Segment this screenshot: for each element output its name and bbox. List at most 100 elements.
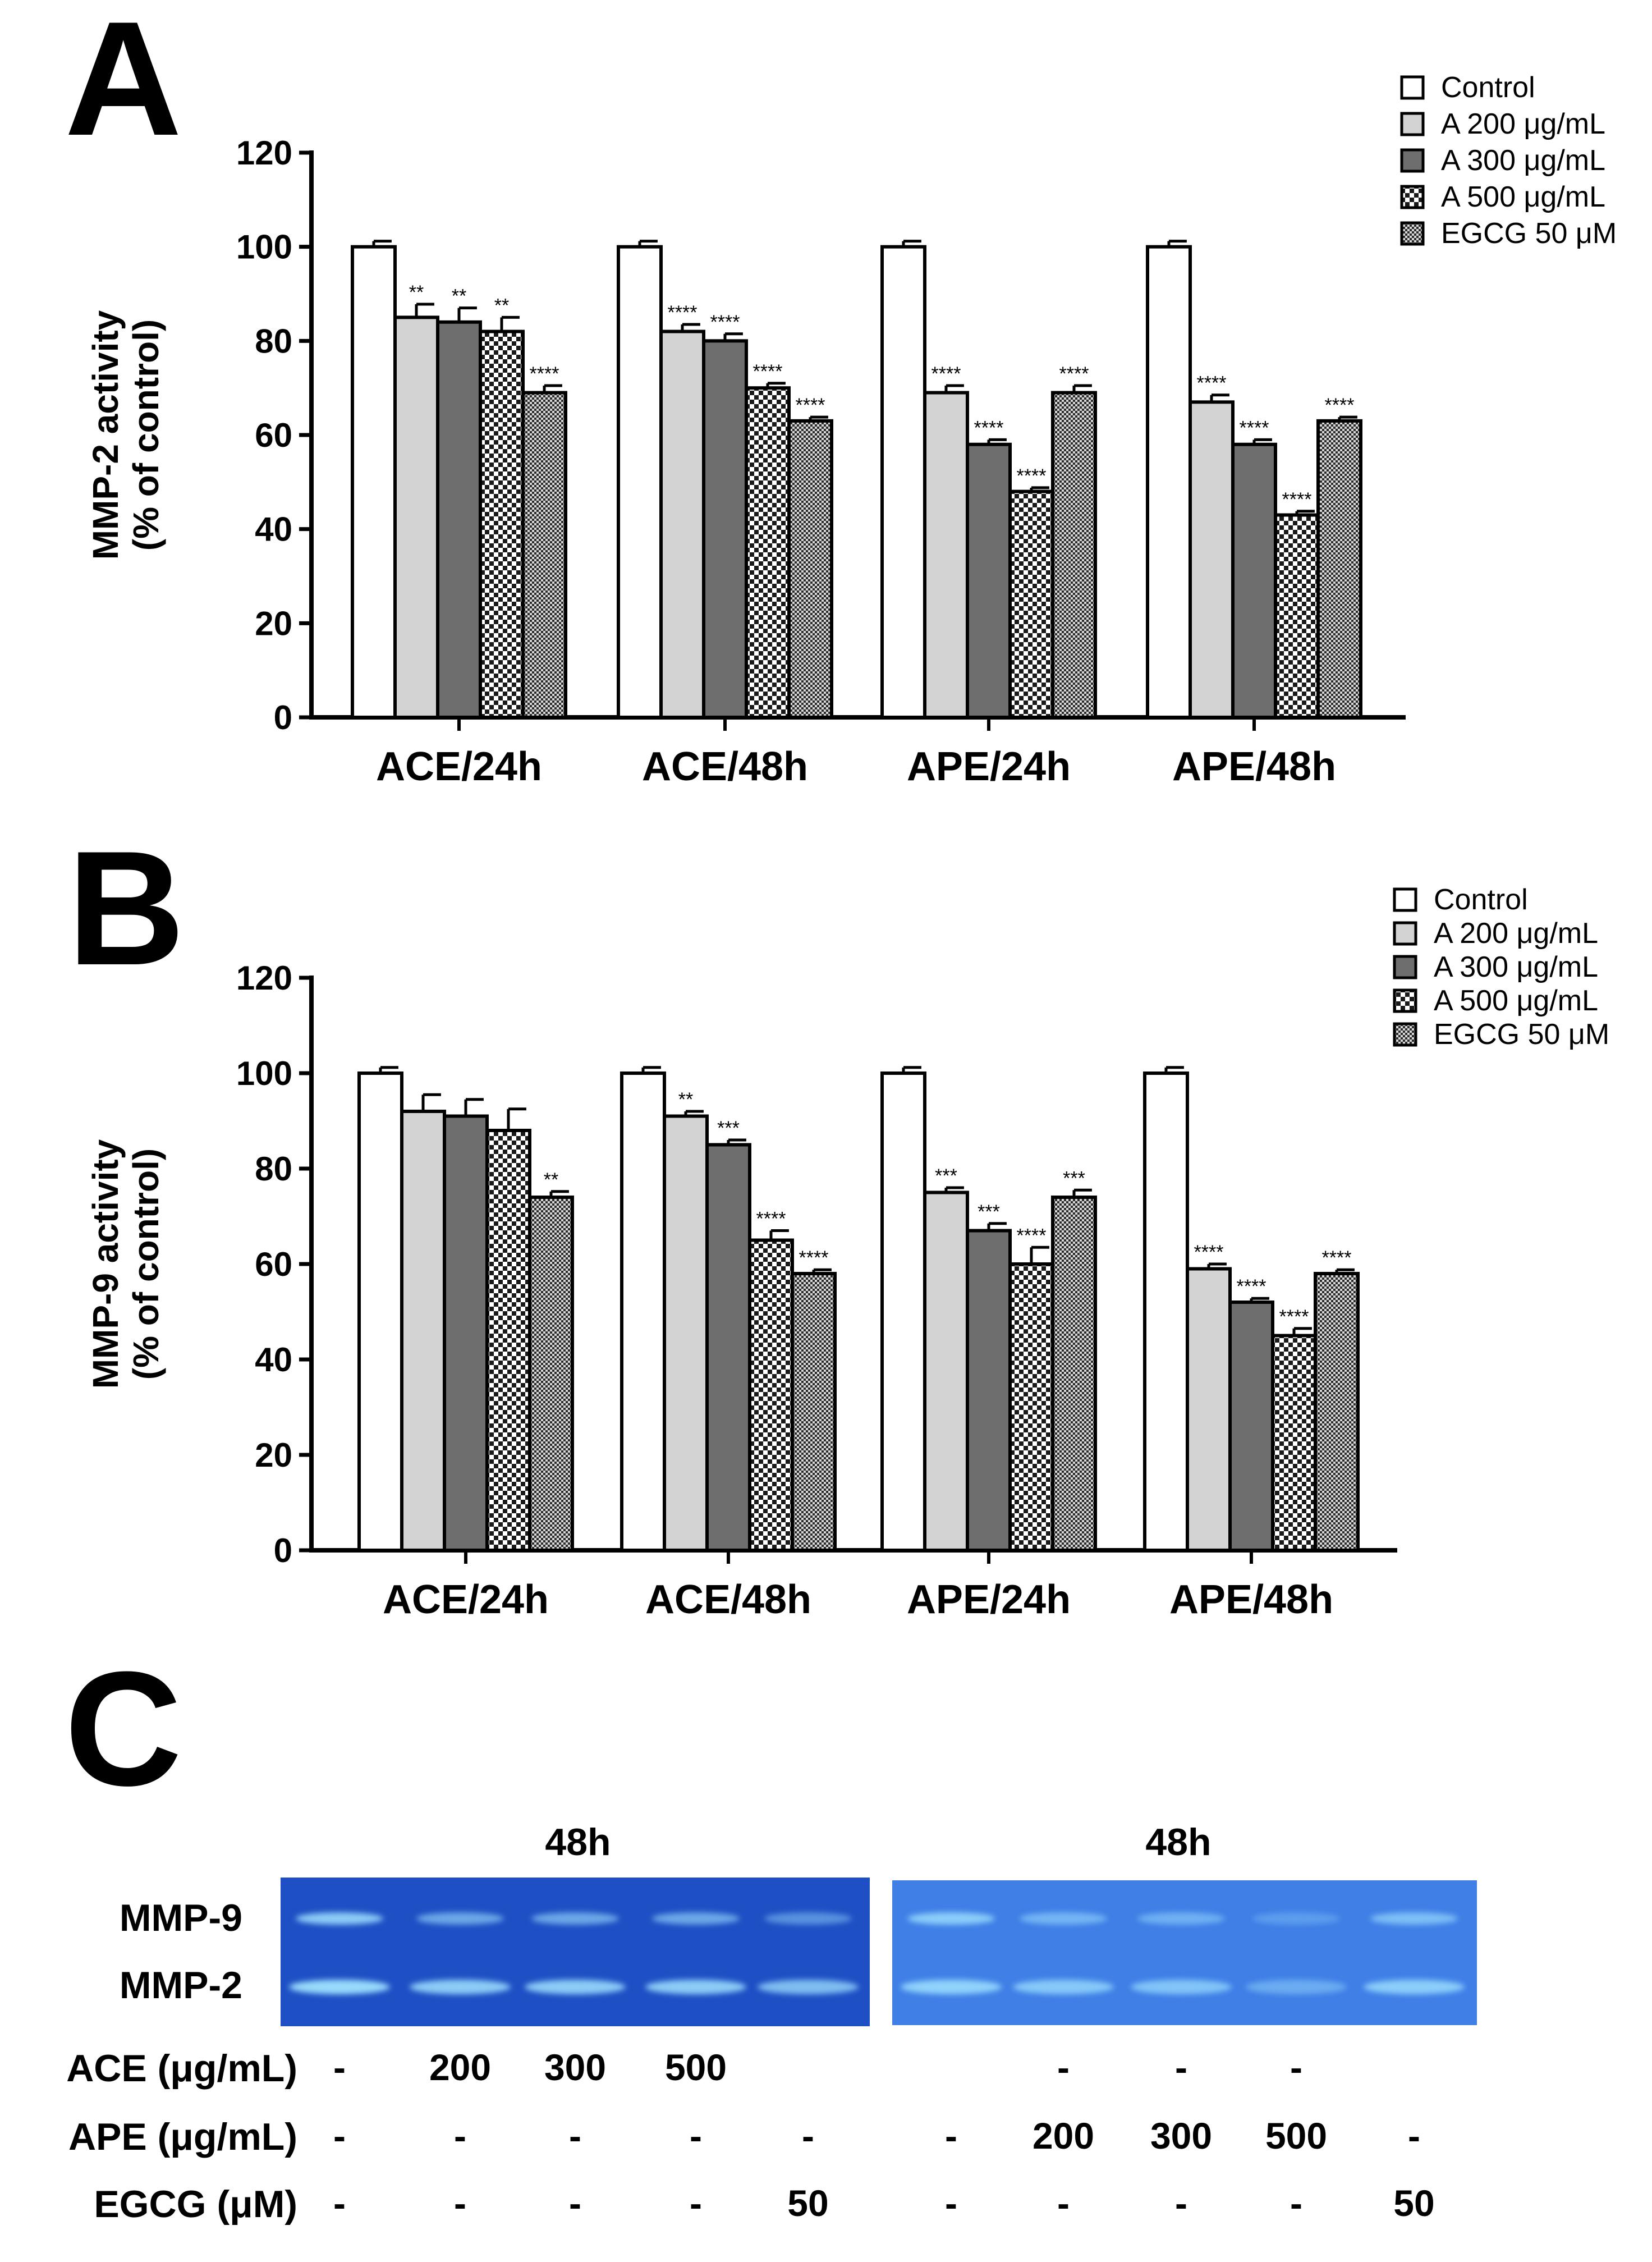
bar [479,329,525,719]
significance-marker: **** [530,363,559,384]
chart-a-mmp2: 0 20 40 60 80 100 120 MMP-2 activity (% of contr… [85,71,1617,789]
bar [351,245,397,719]
legend-label: A 500 μg/mL [1441,181,1605,213]
y-tick-label: 0 [274,699,292,736]
gel-band-mmp2 [901,1980,1002,1994]
treatment-value: - [1408,2115,1420,2156]
y-tick-label: 100 [236,1055,292,1092]
y-tick-label: 120 [236,134,292,172]
legend-swatch [1400,112,1425,136]
gel-band-mmp9 [1020,1912,1107,1925]
treatment-value: - [1175,2182,1187,2224]
legend-label: A 300 μg/mL [1441,144,1605,177]
significance-marker: *** [978,1201,1000,1222]
x-category-label: ACE/24h [376,744,542,789]
gel-band-mmp2 [289,1980,390,1994]
significance-marker: **** [1237,1276,1266,1297]
gel-band-mmp2 [1364,1980,1465,1994]
significance-marker: *** [717,1118,740,1139]
y-tick-label: 40 [255,511,292,548]
y-tick-label: 40 [255,1341,292,1379]
significance-marker: **** [799,1247,829,1269]
bar [436,320,482,719]
bar [923,391,969,719]
legend-label: A 500 μg/mL [1434,985,1598,1017]
panel-b-letter: B [67,817,185,999]
y-tick-label: 100 [236,228,292,266]
treatment-value: 50 [787,2182,828,2224]
treatment-value: - [945,2182,957,2224]
gel-band-mmp9 [531,1912,619,1925]
y-axis-label-units: (% of control) [126,1148,166,1380]
treatment-value: - [333,2115,346,2156]
treatment-value: - [802,2115,814,2156]
bar [1051,391,1097,719]
significance-marker: ** [409,282,424,303]
bar [443,1114,489,1552]
treatment-value: - [1290,2046,1302,2088]
bar [1228,1301,1274,1552]
gel-band-mmp9 [764,1912,852,1925]
gel-band-mmp9 [1137,1912,1225,1925]
bar [966,1229,1012,1552]
bar [791,1272,837,1552]
legend-swatch [1393,988,1417,1013]
significance-marker: ** [544,1169,558,1190]
significance-marker: **** [756,1208,786,1230]
x-category-label: ACE/48h [642,744,808,789]
treatment-value: 500 [665,2046,727,2088]
bar [528,1196,574,1552]
bar [1271,1334,1317,1552]
significance-marker: **** [931,363,961,384]
y-tick-label: 60 [255,416,292,454]
panel-a-letter: A [65,0,182,170]
treatment-value: - [690,2182,702,2224]
legend-swatch [1400,75,1425,100]
treatment-value: - [1057,2182,1070,2224]
bar [748,1238,794,1552]
legend-label: Control [1441,71,1535,104]
bar [357,1072,403,1552]
bar [521,391,567,719]
gel-left-image [281,1878,870,2026]
legend-label: A 200 μg/mL [1441,108,1605,140]
chart-b-mmp9: 0 20 40 60 80 100 120 MMP-9 activity (% of contr… [85,883,1609,1622]
gel-row-label-mmp2: MMP-2 [120,1964,242,2007]
y-axis-label: MMP-2 activity [85,310,126,560]
bar [1274,513,1320,719]
bar [1316,419,1362,719]
gel-band-mmp9 [907,1912,995,1925]
gel-right-image [892,1880,1477,2025]
treatment-value: - [1057,2046,1070,2088]
significance-marker: **** [1322,1247,1352,1269]
x-category-label: APE/24h [907,1577,1071,1622]
y-tick-label: 0 [274,1532,292,1569]
legend-swatch [1393,921,1417,946]
legend-swatch [1400,185,1425,209]
treatment-value: - [569,2115,581,2156]
gel-band-mmp2 [758,1980,859,1994]
legend-label: Control [1434,883,1528,916]
bar [787,419,833,719]
gel-band-mmp9 [296,1912,383,1925]
treatment-value: 200 [1032,2115,1094,2156]
treatment-value: - [454,2182,466,2224]
legend-swatch [1400,148,1425,173]
treatment-value: - [1290,2182,1302,2224]
y-tick-label: 80 [255,322,292,360]
bar [1051,1196,1097,1552]
bar [485,1129,531,1552]
gel-band-mmp2 [1246,1980,1347,1994]
treatment-value: - [569,2182,581,2224]
legend-swatch [1393,955,1417,979]
significance-marker: *** [1063,1167,1085,1189]
legend-label: EGCG 50 μM [1441,217,1617,250]
bar [400,1110,446,1552]
treatment-value: 50 [1393,2182,1434,2224]
treatment-value: 300 [1150,2115,1212,2156]
treatment-value: 300 [544,2046,606,2088]
significance-marker: **** [1017,465,1047,487]
gel-band-mmp2 [1013,1980,1114,1994]
treatment-row-label: EGCG (μM) [94,2183,297,2226]
bar [617,245,663,719]
